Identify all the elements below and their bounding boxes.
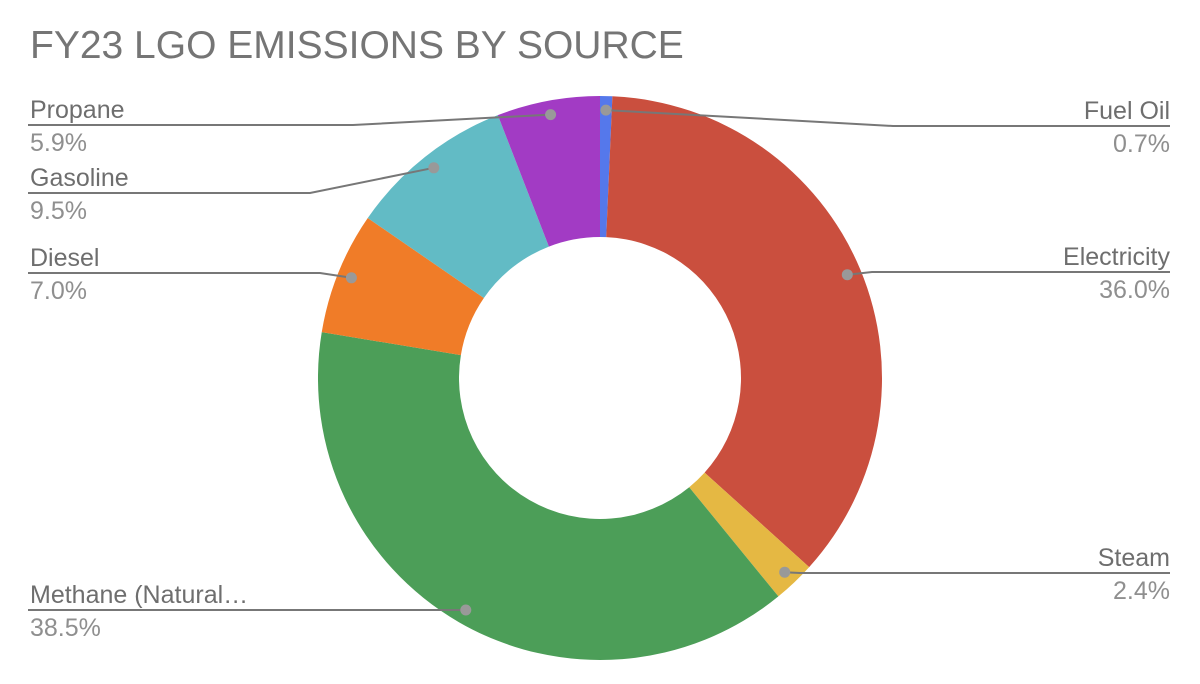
leader-line-gasoline	[28, 166, 434, 194]
anchor-dot-methane-natural	[460, 604, 472, 616]
chart-title: FY23 LGO EMISSIONS BY SOURCE	[30, 24, 684, 67]
slice-percent: 36.0%	[1099, 276, 1170, 304]
pie-slice-fuel-oil[interactable]	[600, 96, 613, 238]
slice-label: Electricity	[1063, 243, 1170, 271]
slice-label: Diesel	[30, 244, 100, 272]
pie-slice-steam[interactable]	[689, 472, 810, 597]
pie-slice-propane[interactable]	[497, 96, 600, 247]
leader-line-fuel-oil	[605, 109, 1170, 127]
anchor-dot-propane	[545, 109, 557, 121]
anchor-dot-electricity	[841, 269, 853, 281]
callout-label-methane: Methane (Natural… 38.5%	[30, 581, 248, 643]
slice-label: Propane	[30, 96, 125, 124]
callout-label-electricity: Electricity 36.0%	[1063, 243, 1170, 305]
leader-line-diesel	[28, 272, 352, 279]
anchor-dot-steam	[779, 566, 791, 578]
leader-line-electricity	[847, 271, 1170, 276]
slice-percent: 0.7%	[1113, 130, 1170, 158]
slice-label: Steam	[1097, 544, 1170, 572]
pie-slice-gasoline[interactable]	[367, 115, 549, 299]
anchor-dot-gasoline	[428, 162, 440, 174]
pie-slice-methane-natural[interactable]	[317, 332, 779, 660]
leader-line-propane	[28, 113, 551, 126]
anchor-dot-fuel-oil	[600, 104, 612, 116]
anchor-dot-diesel	[345, 272, 357, 284]
slice-percent: 7.0%	[30, 277, 87, 305]
callout-label-propane: Propane 5.9%	[30, 96, 125, 158]
slice-percent: 38.5%	[30, 614, 101, 642]
slice-percent: 2.4%	[1113, 577, 1170, 605]
callout-label-gasoline: Gasoline 9.5%	[30, 164, 129, 226]
slice-label: Fuel Oil	[1083, 97, 1170, 125]
pie-slice-diesel[interactable]	[321, 218, 484, 356]
slice-percent: 5.9%	[30, 129, 87, 157]
pie-slice-electricity[interactable]	[606, 96, 882, 568]
callout-label-steam: Steam 2.4%	[1098, 544, 1170, 606]
callout-label-diesel: Diesel 7.0%	[30, 244, 99, 306]
callout-label-fuel-oil: Fuel Oil 0.7%	[1084, 97, 1170, 159]
slice-percent: 9.5%	[30, 197, 87, 225]
slice-label: Gasoline	[30, 164, 129, 192]
slice-label: Methane (Natural…	[30, 581, 249, 609]
